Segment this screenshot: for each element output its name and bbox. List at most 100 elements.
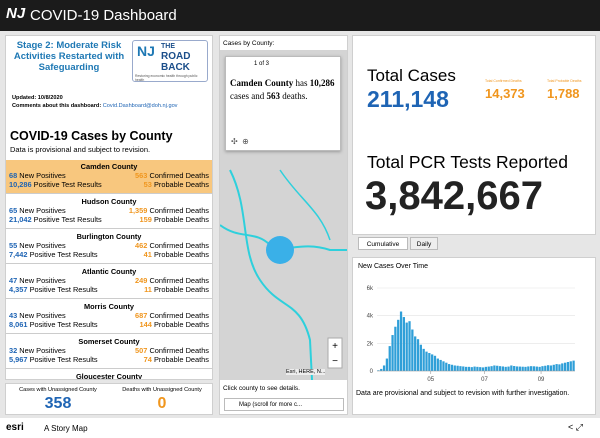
zoom-out[interactable]: − (332, 356, 338, 367)
updated: Updated: 10/8/2020 (12, 95, 63, 101)
share-icons[interactable]: < ⤢ (568, 422, 583, 432)
bar (399, 311, 403, 371)
bar (450, 364, 454, 371)
bar (546, 365, 550, 371)
positive-tests: 4,357 Positive Test Results (9, 285, 98, 294)
confirmed-deaths-value: 249 (135, 276, 148, 285)
county-list: Camden County 68 New Positives 563 Confirm… (6, 160, 212, 379)
probable-deaths: 144 Probable Deaths (140, 320, 209, 329)
y-tick-label: 4k (367, 314, 374, 320)
confirmed-deaths: 687 Confirmed Deaths (135, 311, 209, 320)
bar (447, 364, 451, 371)
county-row: 47 New Positives 249 Confirmed Deaths (9, 276, 209, 285)
footer: esri A Story Map < ⤢ (0, 418, 600, 438)
county-item[interactable]: Camden County 68 New Positives 563 Confirm… (6, 160, 212, 194)
zoom-in[interactable]: + (332, 341, 338, 352)
zoom-control[interactable] (327, 337, 343, 369)
unassigned-deaths: 0 (157, 395, 167, 412)
positive-tests-value: 7,442 (9, 250, 28, 259)
new-positives-value: 47 (9, 276, 18, 285)
county-row: 65 New Positives 1,359 Confirmed Deaths (9, 206, 209, 215)
bar (428, 353, 431, 371)
bar (541, 366, 544, 371)
probable-deaths-value: 74 (143, 355, 152, 364)
bar (431, 354, 434, 371)
confirmed-deaths: 563 Confirmed Deaths (135, 171, 209, 180)
probable-deaths-label: Probable Deaths (153, 285, 209, 294)
header: NJ COVID-19 Dashboard (0, 0, 600, 31)
x-tick-label: 05 (427, 377, 434, 383)
logo-word: BACK (161, 62, 190, 73)
bar (552, 364, 555, 371)
bar (490, 366, 493, 371)
county-item[interactable]: Gloucester County (6, 370, 212, 379)
county-list-title: COVID-19 Cases by County (10, 129, 173, 143)
bar (439, 359, 442, 371)
confirmed-deaths-value: 563 (135, 171, 148, 180)
bar (380, 368, 383, 371)
new-positives: 65 New Positives (9, 206, 66, 215)
comments-email[interactable]: Covid.Dashboard@doh.nj.gov (102, 103, 178, 109)
bar (510, 365, 513, 371)
new-positives-label: New Positives (19, 171, 66, 180)
probable-deaths: 1,788 (547, 86, 580, 101)
positive-tests: 8,061 Positive Test Results (9, 320, 98, 329)
popup-tools[interactable]: ✣ ⊕ (231, 137, 249, 146)
map-panel: Cases by County: + − 1 of 3 Camden Count… (219, 35, 348, 415)
bar (394, 326, 397, 371)
totals-panel: Total Cases 211,148 Total Confirmed Deat… (352, 35, 596, 235)
probable-deaths-label: Total Probable Deaths (547, 79, 582, 83)
bar (422, 348, 425, 371)
bar (456, 365, 459, 371)
bar (496, 365, 499, 371)
chart: New Cases Over Time 0 2k 4k 6k 05 07 09 (358, 263, 575, 383)
new-positives-label: New Positives (19, 311, 66, 320)
county-row: 7,442 Positive Test Results 41 Probable D… (9, 250, 209, 259)
tab-daily[interactable]: Daily (410, 237, 438, 250)
bar (425, 351, 428, 371)
bar (530, 366, 533, 371)
county-row: 32 New Positives 507 Confirmed Deaths (9, 346, 209, 355)
pcr-label: Total PCR Tests Reported (367, 152, 569, 172)
tab-cumulative[interactable]: Cumulative (358, 237, 408, 250)
bar (561, 363, 564, 371)
county-item[interactable]: Burlington County 55 New Positives 462 Con… (6, 230, 212, 264)
positive-tests-label: Positive Test Results (33, 180, 102, 189)
confirmed-deaths-label: Confirmed Deaths (149, 241, 209, 250)
map-tab[interactable]: Map (scroll for more c... (224, 398, 344, 411)
confirmed-deaths-value: 687 (135, 311, 148, 320)
bar (462, 366, 465, 371)
esri-brand[interactable]: esri (6, 422, 24, 433)
county-item[interactable]: Hudson County 65 New Positives 1,359 Confi… (6, 195, 212, 229)
y-tick-label: 6k (367, 286, 374, 292)
confirmed-deaths-label: Confirmed Deaths (149, 346, 209, 355)
new-positives-value: 68 (9, 171, 18, 180)
positive-tests-value: 5,967 (9, 355, 28, 364)
county-item[interactable]: Morris County 43 New Positives 687 Confirm… (6, 300, 212, 334)
nj-logo: NJ (6, 5, 26, 22)
bar (473, 366, 476, 371)
chart-note: Data are provisional and subject to revi… (356, 390, 570, 397)
popup-has: has (295, 78, 308, 88)
confirmed-deaths: 1,359 Confirmed Deaths (129, 206, 209, 215)
county-item[interactable]: Somerset County 32 New Positives 507 Confi… (6, 335, 212, 369)
bar (569, 361, 572, 371)
bar (442, 361, 445, 371)
bar (549, 365, 553, 371)
county-marker[interactable] (266, 236, 294, 264)
bar (493, 365, 496, 371)
probable-deaths-value: 41 (143, 250, 152, 259)
bar (563, 362, 567, 371)
unassigned-deaths-label: Deaths with Unassigned County (122, 387, 202, 393)
probable-deaths-value: 159 (139, 215, 152, 224)
bar (414, 336, 417, 371)
probable-deaths-value: 11 (144, 285, 152, 294)
unassigned-cases: 358 (44, 395, 72, 412)
county-item[interactable]: Atlantic County 47 New Positives 249 Confi… (6, 265, 212, 299)
county-name: Hudson County (81, 197, 137, 206)
bar (436, 358, 439, 371)
bar (532, 366, 536, 371)
new-positives-value: 65 (9, 206, 18, 215)
county-row: 21,042 Positive Test Results 159 Probable… (9, 215, 209, 224)
